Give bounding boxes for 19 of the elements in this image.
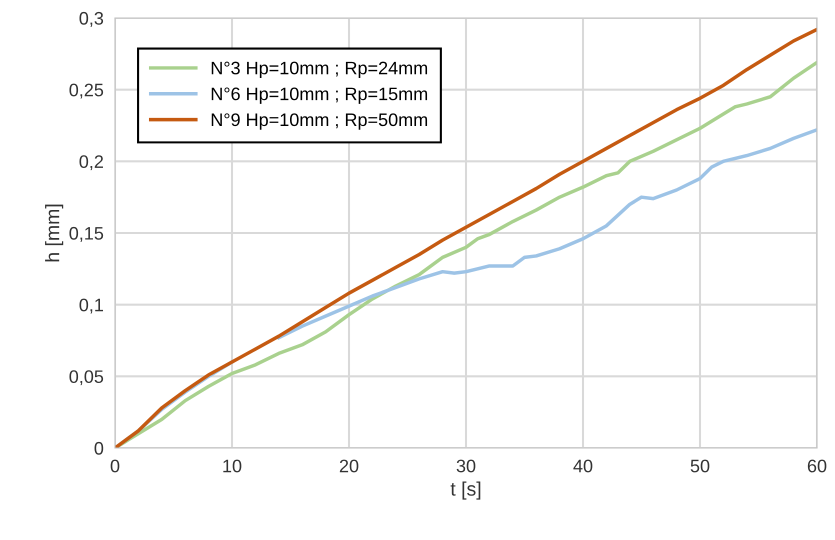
x-tick-label: 40 [573, 460, 592, 472]
y-tick-label: 0,2 [79, 155, 103, 170]
y-tick-label: 0,25 [69, 84, 104, 99]
y-tick-label: 0,15 [69, 226, 104, 242]
legend-label: N°6 Hp=10mm ; Rp=15mm [212, 88, 428, 104]
y-axis-title: h [mm] [45, 204, 64, 262]
y-tick-label: 0,3 [79, 12, 104, 27]
x-tick-label: 60 [808, 460, 826, 472]
x-tick-label: 0 [110, 460, 120, 472]
x-tick-label: 20 [340, 460, 358, 472]
y-tick-label: 0,1 [79, 298, 104, 314]
x-axis-title: t [s] [450, 482, 480, 500]
x-tick-label: 10 [223, 460, 242, 472]
legend-label: N°9 Hp=10mm ; Rp=50mm [212, 113, 428, 130]
x-tick-label: 50 [690, 460, 710, 472]
y-tick-label: 0,05 [69, 370, 104, 386]
y-tick-label: 0 [94, 442, 104, 455]
legend-label: N°3 Hp=10mm ; Rp=24mm [212, 62, 428, 78]
x-tick-label: 30 [456, 460, 476, 472]
